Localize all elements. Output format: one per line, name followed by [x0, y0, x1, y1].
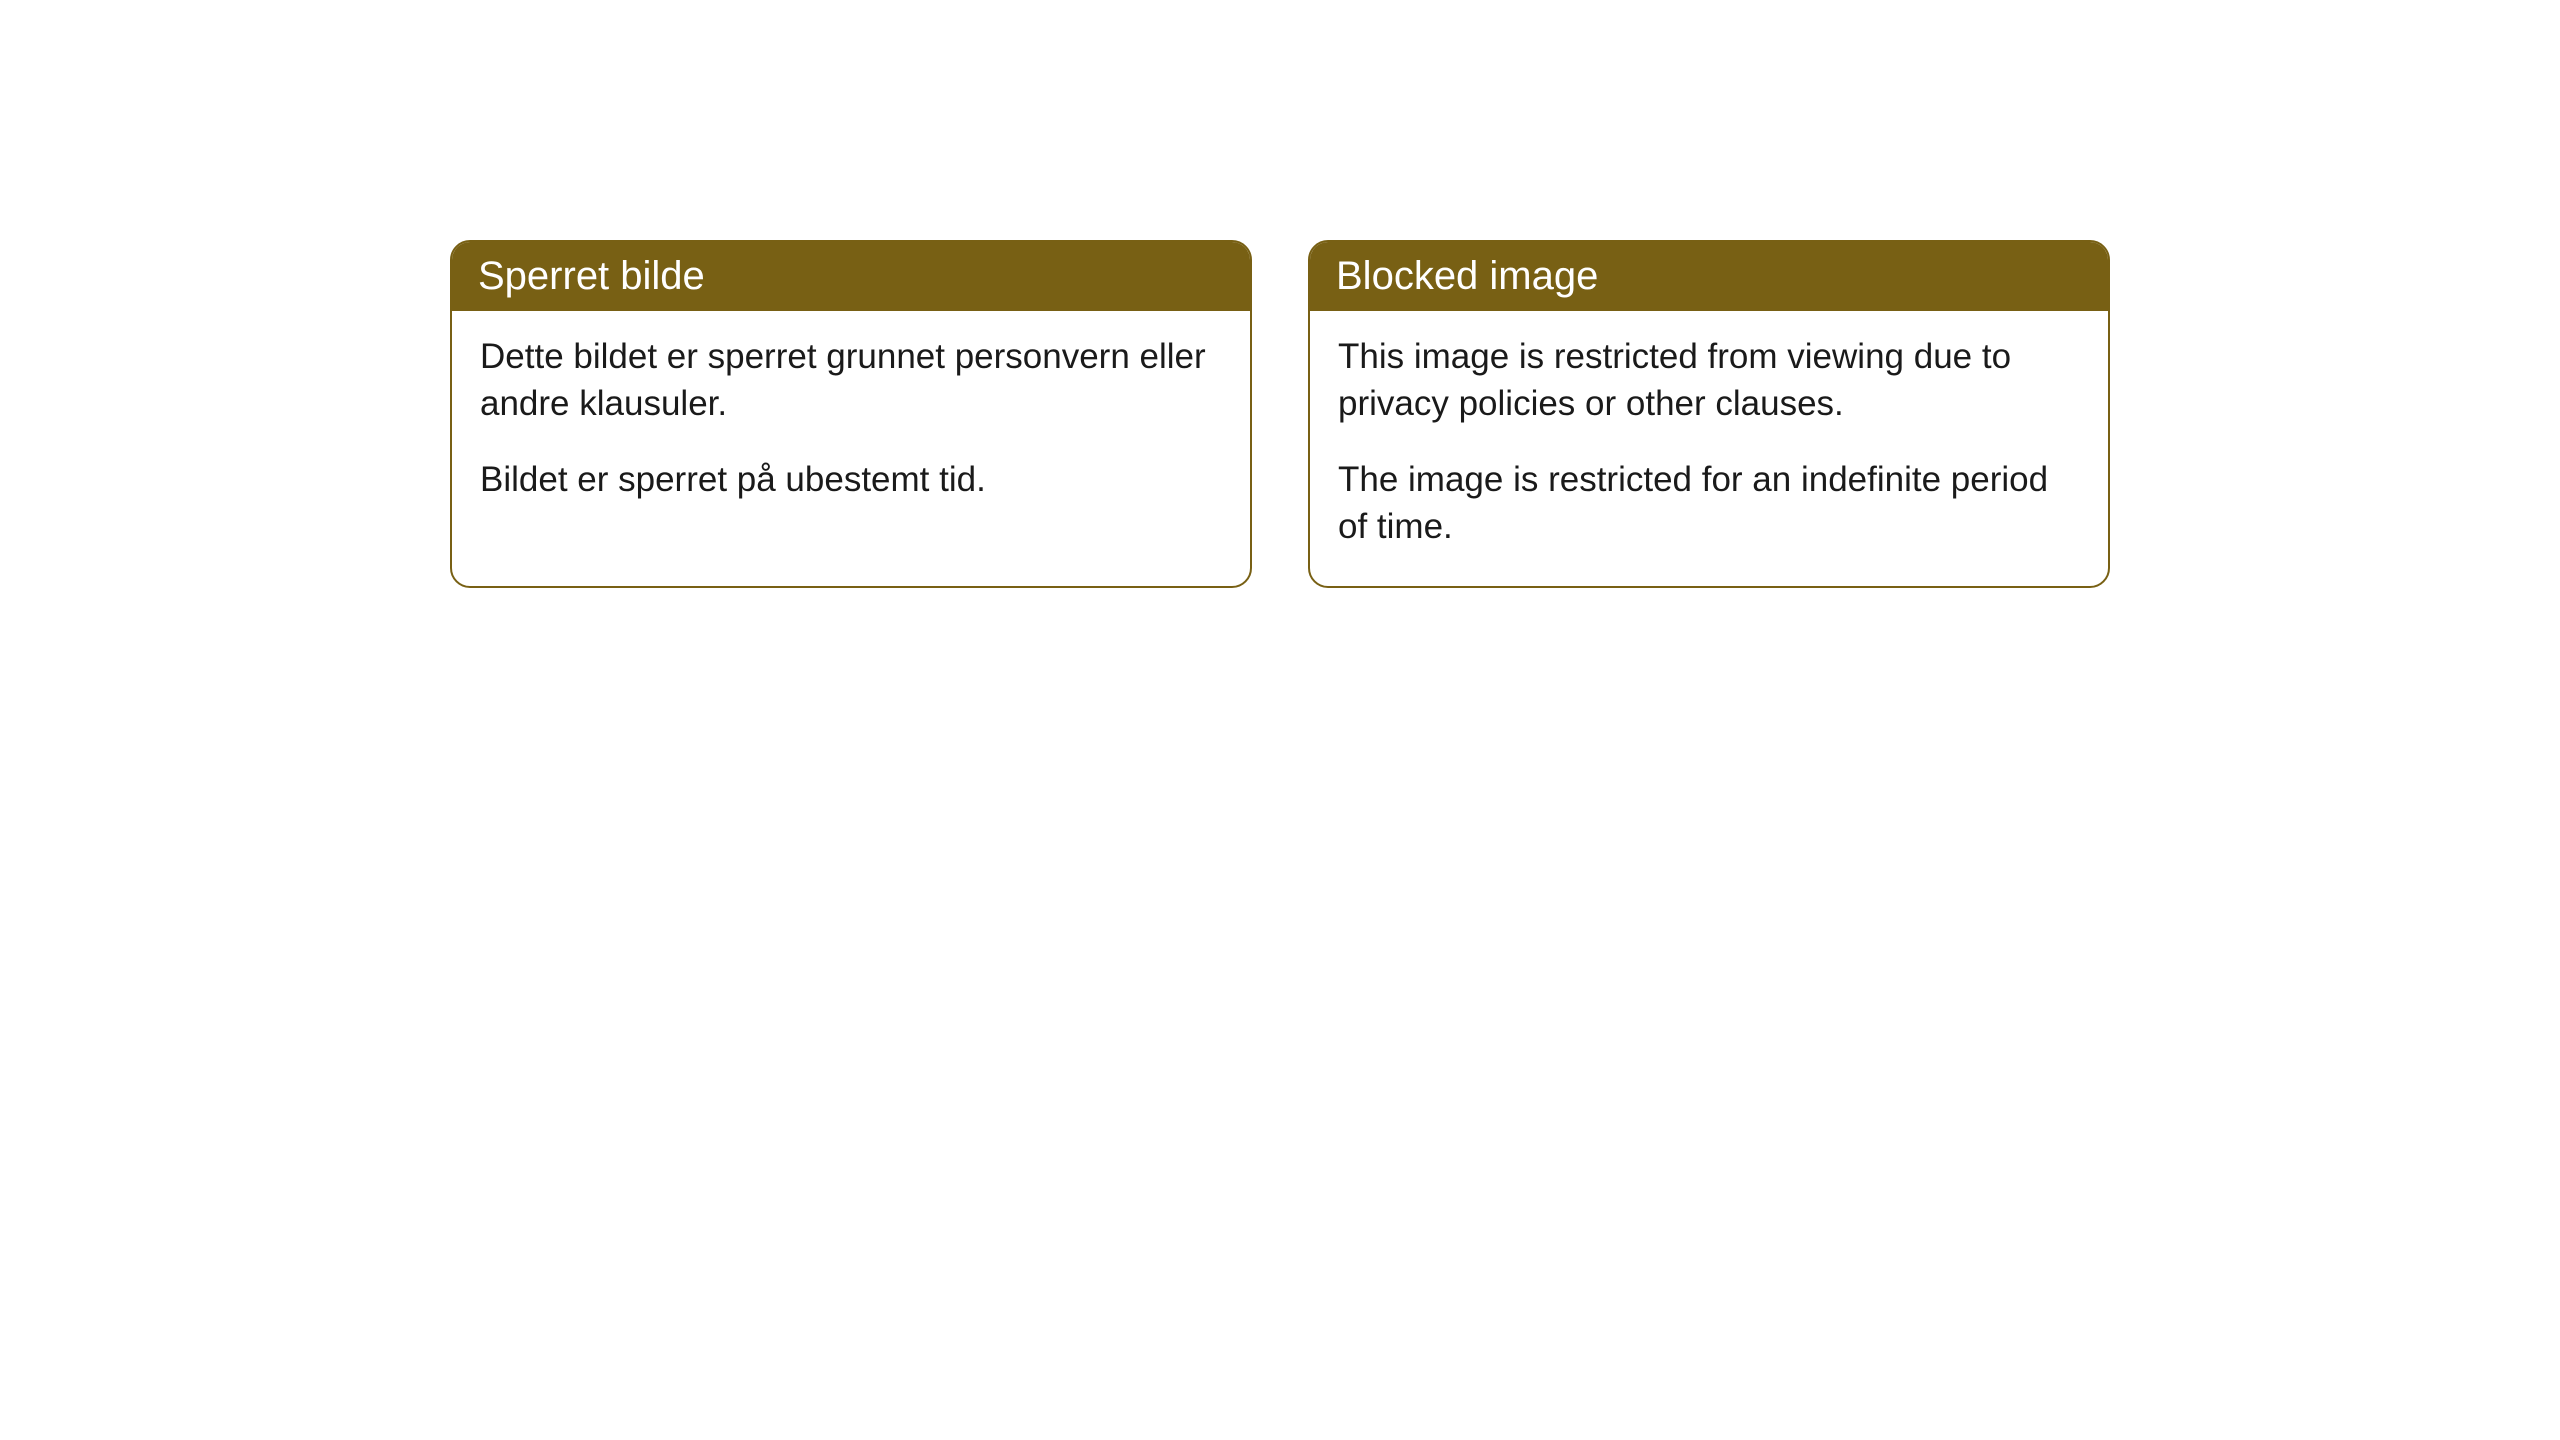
- card-paragraph: This image is restricted from viewing du…: [1338, 333, 2080, 428]
- card-paragraph: The image is restricted for an indefinit…: [1338, 456, 2080, 551]
- card-body: This image is restricted from viewing du…: [1310, 311, 2108, 586]
- blocked-image-card-english: Blocked image This image is restricted f…: [1308, 240, 2110, 588]
- cards-container: Sperret bilde Dette bildet er sperret gr…: [450, 240, 2110, 588]
- card-header: Blocked image: [1310, 242, 2108, 311]
- card-title: Blocked image: [1336, 254, 1598, 298]
- card-title: Sperret bilde: [478, 254, 705, 298]
- card-paragraph: Bildet er sperret på ubestemt tid.: [480, 456, 1222, 503]
- card-body: Dette bildet er sperret grunnet personve…: [452, 311, 1250, 539]
- card-paragraph: Dette bildet er sperret grunnet personve…: [480, 333, 1222, 428]
- blocked-image-card-norwegian: Sperret bilde Dette bildet er sperret gr…: [450, 240, 1252, 588]
- card-header: Sperret bilde: [452, 242, 1250, 311]
